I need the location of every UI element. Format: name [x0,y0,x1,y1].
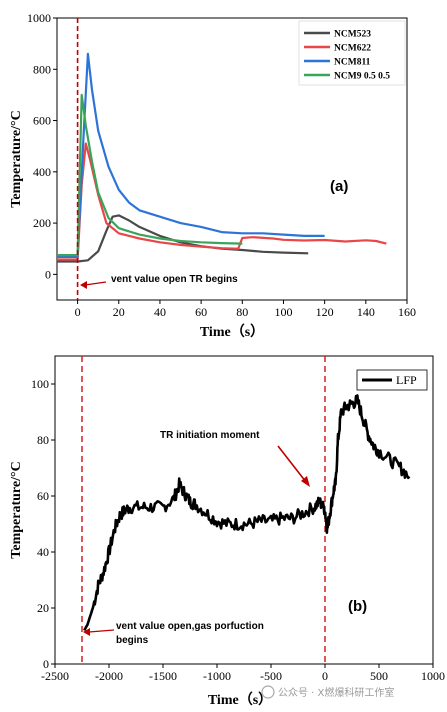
chart-b-annotation2-arrow [277,445,307,483]
chart-a-legend-label: NCM811 [334,58,371,68]
chart-b-x-ticks: -2500 -2000 -1500 -1000 -500 0 500 1000 [41,664,445,683]
chart-a-x-axis-label: Time（s） [200,324,264,340]
chart-b-legend: LFP [356,369,428,391]
chart-b-annotation1-line1: vent value open,gas porfuction [116,621,264,632]
chart-a-x-tick-label: 0 [75,305,81,319]
chart-a-legend-label: NCM523 [334,30,371,40]
chart-b-y-ticks: 0 20 40 60 80 100 [31,377,55,671]
chart-a-panel-label: (a) [330,178,348,195]
chart-a-y-ticks: 0 200 400 600 800 1000 [27,11,57,281]
chart-a-plot-frame [56,17,408,301]
chart-a-y-tick-label: 1000 [27,11,51,25]
chart-b-y-tick-label: 100 [31,377,49,391]
chart-b-x-tick-label: -2000 [95,669,123,683]
chart-b-x-tick-label: -500 [260,669,282,683]
chart-a-y-tick-label: 200 [33,216,51,230]
chart-a-legend-items: NCM523 NCM622 NCM811 NCM9 0.5 0.5 [304,30,390,82]
chart-b-x-tick-label: 1000 [421,669,445,683]
chart-a-x-tick-label: 20 [113,305,125,319]
chart-b-x-tick-label: -1500 [149,669,177,683]
chart-a-x-tick-label: 160 [398,305,416,319]
chart-b-x-tick-label: -1000 [203,669,231,683]
chart-a-y-axis-label: Temperature/°C [9,110,24,207]
chart-a-legend: NCM523 NCM622 NCM811 NCM9 0.5 0.5 [298,20,406,86]
chart-b-x-tick-label: -2500 [41,669,69,683]
chart-b: 0 20 40 60 80 100 -2500 -2000 -1500 -1000 -500 0 50… [9,355,445,708]
chart-a-series-line-ncm622 [57,142,387,261]
chart-b-annotation1-arrow [88,629,115,633]
chart-a-x-tick-label: 60 [195,305,207,319]
chart-a-x-tick-label: 80 [236,305,248,319]
chart-b-y-tick-label: 80 [37,433,49,447]
chart-b-series-line-lfp [83,394,411,632]
chart-b-y-tick-label: 20 [37,601,49,615]
chart-a-series-line-ncm9-0-5-0-5 [57,93,243,257]
chart-a-annotation-arrowhead [80,281,87,289]
chart-a-annotation-text: vent value open TR begins [111,274,238,285]
chart-b-x-tick-label: 500 [370,669,388,683]
chart-a-y-tick-label: 0 [45,267,51,281]
chart-b-plot-frame [54,355,434,665]
chart-a-series-line-ncm811 [57,52,325,258]
chart-b-y-axis-label: Temperature/°C [9,461,24,558]
watermark-icon [261,685,275,699]
chart-b-legend-label: LFP [396,373,417,387]
chart-a-x-tick-label: 100 [274,305,292,319]
chart-b-vertical-lines [81,356,326,664]
chart-b-annotation2-text: TR initiation moment [160,430,260,441]
chart-b-x-tick-label: 0 [322,669,328,683]
chart-a-legend-label: NCM9 0.5 0.5 [334,72,390,82]
chart-b-series-lines [83,394,411,632]
chart-b-y-tick-label: 60 [37,489,49,503]
chart-a-annotation-arrow [84,281,107,286]
watermark-text: 公众号 · X燃爆科研工作室 [278,686,394,699]
chart-b-y-tick-label: 0 [43,657,49,671]
chart-b-legend-items: LFP [362,373,417,387]
chart-a-y-tick-label: 600 [33,114,51,128]
chart-a-series-lines [57,52,387,263]
chart-a-x-ticks: 0 20 40 60 80 100 120 140 160 [75,300,416,319]
chart-a-x-tick-label: 120 [316,305,334,319]
chart-a-y-tick-label: 800 [33,62,51,76]
chart-a-y-tick-label: 400 [33,165,51,179]
chart-b-annotation1-line2: begins [116,635,149,646]
chart-b-annotation1-text: vent value open,gas porfuction begins [116,621,267,646]
chart-b-annotation1-arrowhead [83,628,90,636]
chart-a-legend-label: NCM622 [334,44,371,54]
chart-b-panel-label: (b) [348,598,367,615]
chart-a-series-line-ncm523 [57,214,309,263]
watermark: 公众号 · X燃爆科研工作室 [261,685,394,699]
chart-b-y-tick-label: 40 [37,545,49,559]
chart-b-x-axis-label: Time（s） [208,692,272,708]
chart-a-x-tick-label: 40 [154,305,166,319]
chart-a-x-tick-label: 140 [357,305,375,319]
chart-b-annotation2-arrowhead [301,476,310,487]
